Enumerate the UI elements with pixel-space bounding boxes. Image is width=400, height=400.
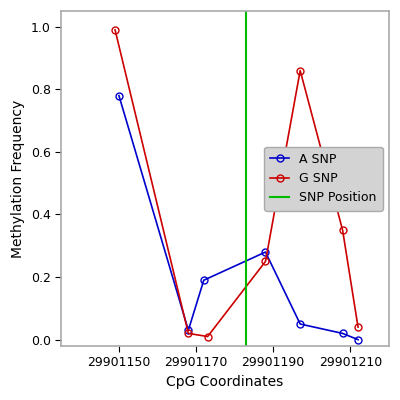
G SNP [356,325,360,330]
G SNP [298,68,302,73]
G SNP [263,259,268,264]
A SNP [186,328,191,333]
Line: A SNP: A SNP [116,92,362,343]
A SNP [116,93,121,98]
Line: G SNP: G SNP [112,26,362,340]
X-axis label: CpG Coordinates: CpG Coordinates [166,375,284,389]
A SNP [356,337,360,342]
Y-axis label: Methylation Frequency: Methylation Frequency [11,99,25,258]
A SNP [340,331,345,336]
A SNP [201,278,206,283]
G SNP [186,331,191,336]
A SNP [263,250,268,254]
Legend: A SNP, G SNP, SNP Position: A SNP, G SNP, SNP Position [264,146,383,210]
G SNP [113,28,118,32]
A SNP [298,322,302,326]
G SNP [340,228,345,232]
G SNP [205,334,210,339]
